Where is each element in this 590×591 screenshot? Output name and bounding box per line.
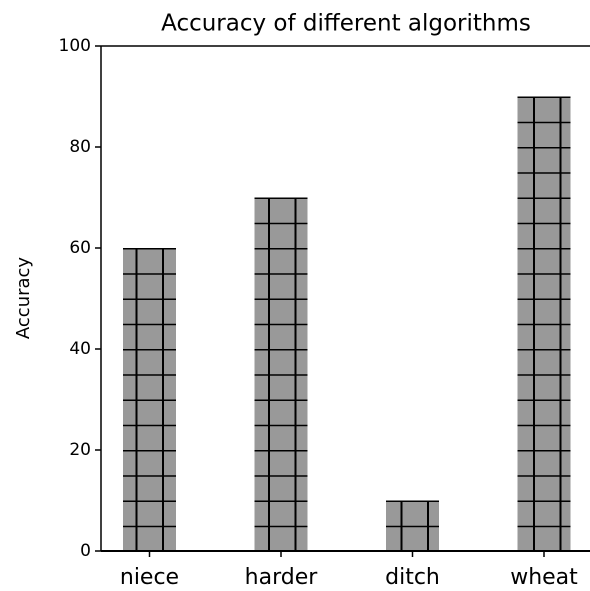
bar [386,500,439,551]
bar [123,248,176,551]
y-tick-label: 80 [69,137,91,157]
x-tick-label: harder [245,565,319,590]
bar [254,197,308,551]
bar [517,96,571,551]
y-tick-label: 0 [80,541,91,561]
x-tick-label: niece [120,565,179,590]
y-axis-label: Accuracy [13,257,34,340]
y-tick-label: 40 [69,339,91,359]
y-tick-label: 60 [69,238,91,258]
x-tick-label: ditch [385,565,440,590]
y-tick-label: 100 [59,36,91,56]
x-tick-label: wheat [510,565,578,590]
chart-title: Accuracy of different algorithms [161,11,531,37]
y-tick-label: 20 [69,440,91,460]
